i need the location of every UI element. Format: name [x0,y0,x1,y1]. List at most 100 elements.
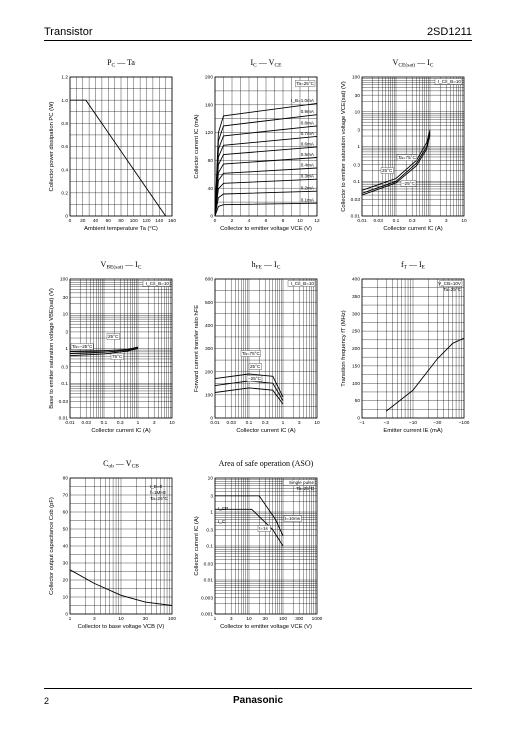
y-tick-label: 200 [205,369,213,375]
annotation-label: 0.9mA [301,109,315,114]
y-tick-label: 20 [63,578,69,584]
y-tick-label: 0.3 [353,162,360,168]
x-tick-label: 3 [230,616,233,622]
y-tick-label: 60 [63,510,69,516]
x-tick-label: 160 [168,218,176,224]
gridlines [214,478,317,615]
annotation-label: I_C [218,519,226,524]
y-tick-label: 0.1 [206,544,213,550]
series-line [214,167,318,217]
x-tick-label: 4 [248,218,251,224]
series-group [214,102,318,217]
series-group [70,99,166,217]
annotation-label: t=10ms [285,516,301,521]
annotation-label: Ta=25°C [150,496,168,501]
page-number: 2 [44,696,50,706]
chart-hfe-vs-ic: 0.01 0.03 0.1 0.3 1 3 100100200300400500600Col… [194,260,320,434]
brand-logo: Panasonic [232,695,284,706]
x-tick-label: 10 [461,218,467,224]
annotation-label: Ta=25°C [443,287,461,292]
series-group [69,346,139,357]
chart-vbesat-vs-ic: 0.01 0.03 0.1 0.3 1 3 10 0.01 0.03 0.1 0.3 1 3 10 30 10… [49,260,175,434]
header-rule [44,40,472,41]
x-tick-label: 0 [214,218,217,224]
chart-title: PC — Ta [107,58,135,69]
y-tick-label: 100 [60,277,68,283]
annotation-label: 0.7mA [301,131,315,136]
y-axis-label: Collector output capacitance Cob (pF) [49,497,55,595]
y-tick-label: 0 [210,416,213,422]
series-line [214,178,318,217]
gridlines [361,278,464,419]
x-tick-label: 3 [298,420,301,426]
x-tick-label: 80 [118,218,124,224]
plot-frame [69,278,173,419]
x-tick-label: 0.3 [117,420,124,426]
y-tick-label: 300 [205,346,213,352]
x-tick-label: 6 [265,218,268,224]
y-tick-label: 100 [352,75,360,81]
y-tick-label: 0.001 [201,612,213,618]
y-tick-label: 400 [352,277,360,283]
x-axis-label: Ambient temperature Ta (°C) [84,226,158,232]
series-line [214,387,284,405]
annotation-label: I_E=0 [150,484,163,489]
y-tick-label: 160 [205,102,213,108]
x-tick-label: 10 [297,218,303,224]
y-tick-label: 0.4 [61,167,68,173]
y-tick-label: 0.6 [61,144,68,150]
annotation-box [106,333,120,340]
y-tick-label: 1 [210,510,213,516]
chart-title: fT — IE [401,260,426,271]
y-tick-label: 600 [205,277,213,283]
annotation-box [142,280,171,287]
y-tick-label: 3 [65,330,68,336]
x-tick-label: 0.1 [101,420,108,426]
x-tick-label: 10 [118,616,124,622]
y-tick-label: 100 [205,392,213,398]
x-tick-label: 12 [314,218,320,224]
chart-title: Area of safe operation (ASO) [219,459,314,468]
x-tick-label: 3 [445,218,448,224]
chart-ft-vs-ie: −1 −3 −10 −30 −100 0 50 100 150 200 250 300 350 400 Em… [341,260,470,434]
x-tick-label: 300 [295,616,303,622]
annotation-box [70,343,94,350]
x-axis-label: Collector to base voltage VCB (V) [78,624,165,630]
annotation-box [283,479,316,486]
y-axis-label: Base to emitter saturation voltage VBE(s… [49,288,55,409]
y-tick-label: 1.2 [61,75,68,81]
x-tick-label: 30 [263,616,269,622]
series-line [215,508,284,547]
x-tick-label: 120 [142,218,150,224]
x-axis-label: Collector current IC (A) [383,226,442,232]
y-tick-label: 350 [352,294,360,300]
annotations: I_C/I_B=10 25°C Ta=−25°C 75°C [70,280,171,360]
series-line [361,131,431,194]
x-tick-label: 100 [130,218,138,224]
plot-frame [214,477,318,615]
series-line [214,202,318,217]
annotation-box [380,167,394,174]
x-axis-label: Collector current IC (A) [91,428,150,434]
x-axis-label: Collector current IC (A) [236,428,295,434]
series-group [215,495,284,547]
annotation-label: 0.6mA [301,141,315,146]
y-tick-label: 50 [63,527,69,533]
x-tick-label: 1 [137,420,140,426]
y-axis-label: Forward current transfer ratio hFE [194,305,200,392]
plot-frame [69,76,173,217]
annotation-box [248,363,262,370]
x-tick-label: 1 [282,420,285,426]
series-line [386,337,465,412]
y-tick-label: 10 [355,109,361,115]
x-tick-label: 0 [69,218,72,224]
y-tick-label: 40 [208,186,214,192]
annotation-label: 25°C [250,364,261,369]
x-tick-label: −100 [459,420,470,426]
y-tick-label: 50 [355,398,361,404]
y-tick-label: 30 [63,561,69,567]
series-line [361,134,431,196]
